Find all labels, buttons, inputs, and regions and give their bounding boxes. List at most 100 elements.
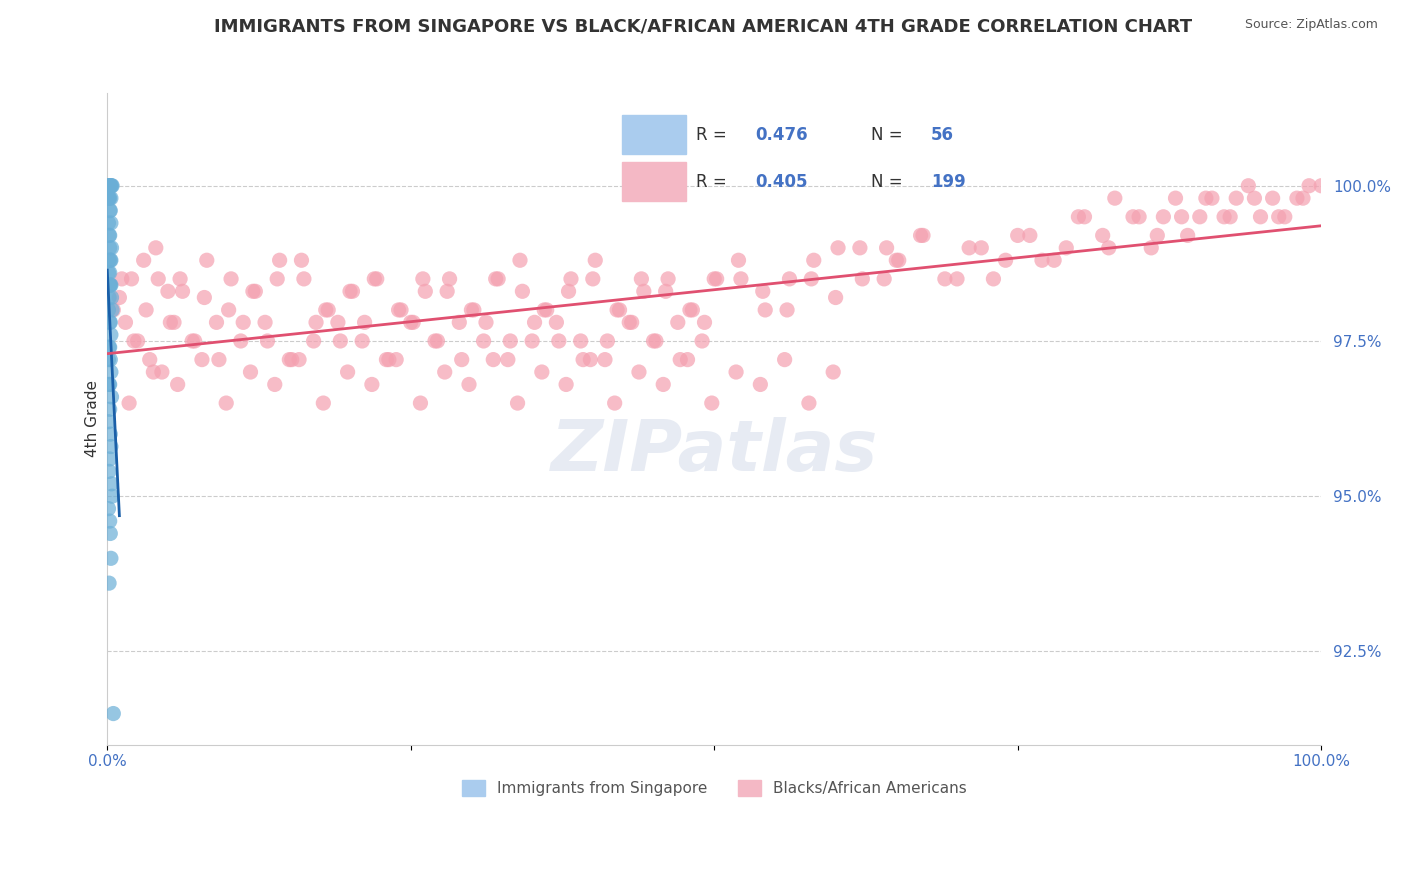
Blacks/African Americans bbox=[797, 396, 820, 410]
Immigrants from Singapore bbox=[100, 191, 122, 205]
Blacks/African Americans bbox=[1091, 228, 1114, 243]
Immigrants from Singapore bbox=[98, 203, 121, 218]
Blacks/African Americans bbox=[557, 285, 579, 299]
Blacks/African Americans bbox=[609, 302, 631, 317]
Immigrants from Singapore bbox=[98, 340, 121, 354]
Immigrants from Singapore bbox=[97, 178, 120, 193]
Immigrants from Singapore bbox=[98, 228, 121, 243]
Immigrants from Singapore bbox=[97, 415, 120, 429]
Blacks/African Americans bbox=[1177, 228, 1199, 243]
Blacks/African Americans bbox=[121, 272, 143, 286]
Blacks/African Americans bbox=[142, 365, 165, 379]
Immigrants from Singapore bbox=[97, 352, 120, 367]
Immigrants from Singapore bbox=[100, 440, 122, 454]
Immigrants from Singapore bbox=[100, 278, 122, 293]
Blacks/African Americans bbox=[389, 302, 412, 317]
Blacks/African Americans bbox=[910, 228, 932, 243]
Blacks/African Americans bbox=[533, 302, 555, 317]
Immigrants from Singapore bbox=[101, 302, 124, 317]
Blacks/African Americans bbox=[957, 241, 980, 255]
Blacks/African Americans bbox=[1164, 191, 1187, 205]
Blacks/African Americans bbox=[449, 315, 471, 329]
Blacks/African Americans bbox=[887, 253, 910, 268]
Blacks/African Americans bbox=[827, 241, 849, 255]
Blacks/African Americans bbox=[851, 272, 873, 286]
Blacks/African Americans bbox=[183, 334, 205, 348]
Blacks/African Americans bbox=[1152, 210, 1174, 224]
Blacks/African Americans bbox=[219, 272, 242, 286]
Blacks/African Americans bbox=[1267, 210, 1289, 224]
Immigrants from Singapore bbox=[98, 228, 121, 243]
Blacks/African Americans bbox=[399, 315, 422, 329]
Blacks/African Americans bbox=[159, 315, 181, 329]
Blacks/African Americans bbox=[312, 396, 335, 410]
Blacks/African Americans bbox=[800, 272, 823, 286]
Blacks/African Americans bbox=[366, 272, 388, 286]
Blacks/African Americans bbox=[803, 253, 825, 268]
Blacks/African Americans bbox=[523, 315, 546, 329]
Blacks/African Americans bbox=[329, 334, 352, 348]
Blacks/African Americans bbox=[1146, 228, 1168, 243]
Blacks/African Americans bbox=[752, 285, 775, 299]
Immigrants from Singapore bbox=[97, 266, 120, 280]
Blacks/African Americans bbox=[690, 334, 713, 348]
Blacks/African Americans bbox=[352, 334, 374, 348]
Blacks/African Americans bbox=[316, 302, 339, 317]
Blacks/African Americans bbox=[402, 315, 425, 329]
Blacks/African Americans bbox=[873, 272, 896, 286]
Immigrants from Singapore bbox=[98, 191, 121, 205]
Blacks/African Americans bbox=[111, 272, 134, 286]
Blacks/African Americans bbox=[749, 377, 772, 392]
Blacks/African Americans bbox=[583, 253, 606, 268]
Immigrants from Singapore bbox=[97, 216, 120, 230]
Blacks/African Americans bbox=[633, 285, 655, 299]
Immigrants from Singapore bbox=[103, 706, 125, 721]
Immigrants from Singapore bbox=[98, 191, 121, 205]
Blacks/African Americans bbox=[195, 253, 218, 268]
Blacks/African Americans bbox=[118, 396, 141, 410]
Blacks/African Americans bbox=[911, 228, 934, 243]
Blacks/African Americans bbox=[506, 396, 529, 410]
Blacks/African Americans bbox=[1261, 191, 1284, 205]
Blacks/African Americans bbox=[1225, 191, 1247, 205]
Blacks/African Americans bbox=[693, 315, 716, 329]
Blacks/African Americans bbox=[292, 272, 315, 286]
Blacks/African Americans bbox=[239, 365, 262, 379]
Blacks/African Americans bbox=[218, 302, 240, 317]
Blacks/African Americans bbox=[288, 352, 311, 367]
Immigrants from Singapore bbox=[100, 365, 122, 379]
Immigrants from Singapore bbox=[97, 302, 120, 317]
Blacks/African Americans bbox=[679, 302, 702, 317]
Blacks/African Americans bbox=[1128, 210, 1150, 224]
Blacks/African Americans bbox=[150, 365, 173, 379]
Immigrants from Singapore bbox=[98, 315, 121, 329]
Blacks/African Americans bbox=[676, 352, 699, 367]
Blacks/African Americans bbox=[569, 334, 592, 348]
Blacks/African Americans bbox=[572, 352, 595, 367]
Immigrants from Singapore bbox=[98, 576, 121, 591]
Immigrants from Singapore bbox=[98, 377, 121, 392]
Blacks/African Americans bbox=[725, 365, 748, 379]
Blacks/African Americans bbox=[1310, 178, 1333, 193]
Blacks/African Americans bbox=[156, 285, 179, 299]
Blacks/African Americans bbox=[269, 253, 291, 268]
Blacks/African Americans bbox=[290, 253, 312, 268]
Blacks/African Americans bbox=[934, 272, 956, 286]
Blacks/African Americans bbox=[263, 377, 285, 392]
Blacks/African Americans bbox=[530, 365, 553, 379]
Blacks/African Americans bbox=[472, 334, 495, 348]
Immigrants from Singapore bbox=[98, 266, 121, 280]
Blacks/African Americans bbox=[1067, 210, 1090, 224]
Immigrants from Singapore bbox=[100, 178, 122, 193]
Blacks/African Americans bbox=[1292, 191, 1315, 205]
Immigrants from Singapore bbox=[98, 452, 121, 467]
Immigrants from Singapore bbox=[101, 489, 124, 503]
Immigrants from Singapore bbox=[98, 178, 121, 193]
Blacks/African Americans bbox=[994, 253, 1017, 268]
Blacks/African Americans bbox=[145, 241, 167, 255]
Text: IMMIGRANTS FROM SINGAPORE VS BLACK/AFRICAN AMERICAN 4TH GRADE CORRELATION CHART: IMMIGRANTS FROM SINGAPORE VS BLACK/AFRIC… bbox=[214, 18, 1192, 36]
Blacks/African Americans bbox=[181, 334, 204, 348]
Blacks/African Americans bbox=[703, 272, 725, 286]
Blacks/African Americans bbox=[669, 352, 692, 367]
Blacks/African Americans bbox=[1201, 191, 1223, 205]
